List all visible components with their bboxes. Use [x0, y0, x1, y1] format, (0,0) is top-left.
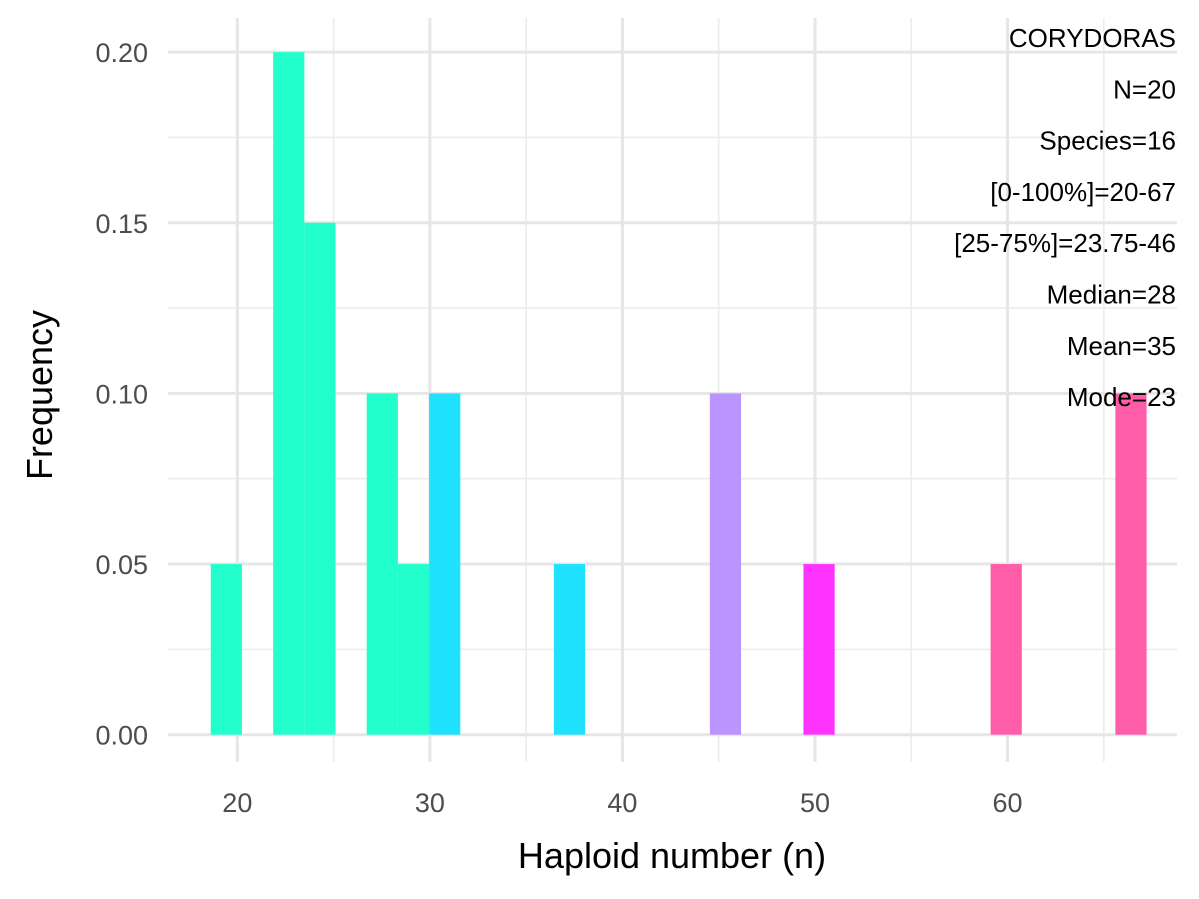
x-tick-label: 20 [222, 788, 252, 818]
annotation-line: Median=28 [1047, 280, 1176, 310]
y-tick-label: 0.05 [95, 550, 148, 580]
histogram-bar [397, 564, 430, 735]
y-tick-label: 0.15 [95, 209, 148, 239]
histogram-bar [429, 393, 461, 735]
histogram-bar [803, 564, 835, 735]
y-axis-tick-labels: 0.00 0.05 0.10 0.15 0.20 [95, 38, 148, 751]
x-tick-label: 60 [993, 788, 1023, 818]
histogram-bar [990, 564, 1022, 735]
histogram-bars [210, 52, 1147, 735]
annotation-line: Mode=23 [1067, 382, 1176, 412]
annotation-line: N=20 [1113, 74, 1176, 104]
histogram-bar [304, 222, 336, 735]
summary-annotations: CORYDORAS N=20 Species=16 [0-100%]=20-67 [25… [954, 23, 1176, 412]
x-axis-tick-labels: 20 30 40 50 60 [222, 788, 1022, 818]
x-tick-label: 40 [607, 788, 637, 818]
x-tick-label: 30 [415, 788, 445, 818]
y-tick-label: 0.00 [95, 721, 148, 751]
histogram-bar [553, 564, 586, 735]
annotation-line: [25-75%]=23.75-46 [954, 228, 1176, 258]
histogram-bar [1115, 393, 1147, 735]
y-axis-title: Frequency [19, 310, 60, 480]
histogram-bar [273, 52, 305, 735]
x-axis-title: Haploid number (n) [518, 835, 826, 876]
annotation-line: [0-100%]=20-67 [990, 177, 1176, 207]
y-tick-label: 0.20 [95, 38, 148, 68]
annotation-line: Species=16 [1039, 126, 1176, 156]
annotation-line: CORYDORAS [1009, 23, 1176, 53]
x-tick-label: 50 [800, 788, 830, 818]
y-tick-label: 0.10 [95, 379, 148, 409]
histogram-bar [366, 393, 398, 735]
histogram-bar [709, 393, 742, 735]
histogram-bar [210, 564, 242, 735]
annotation-line: Mean=35 [1067, 331, 1176, 361]
